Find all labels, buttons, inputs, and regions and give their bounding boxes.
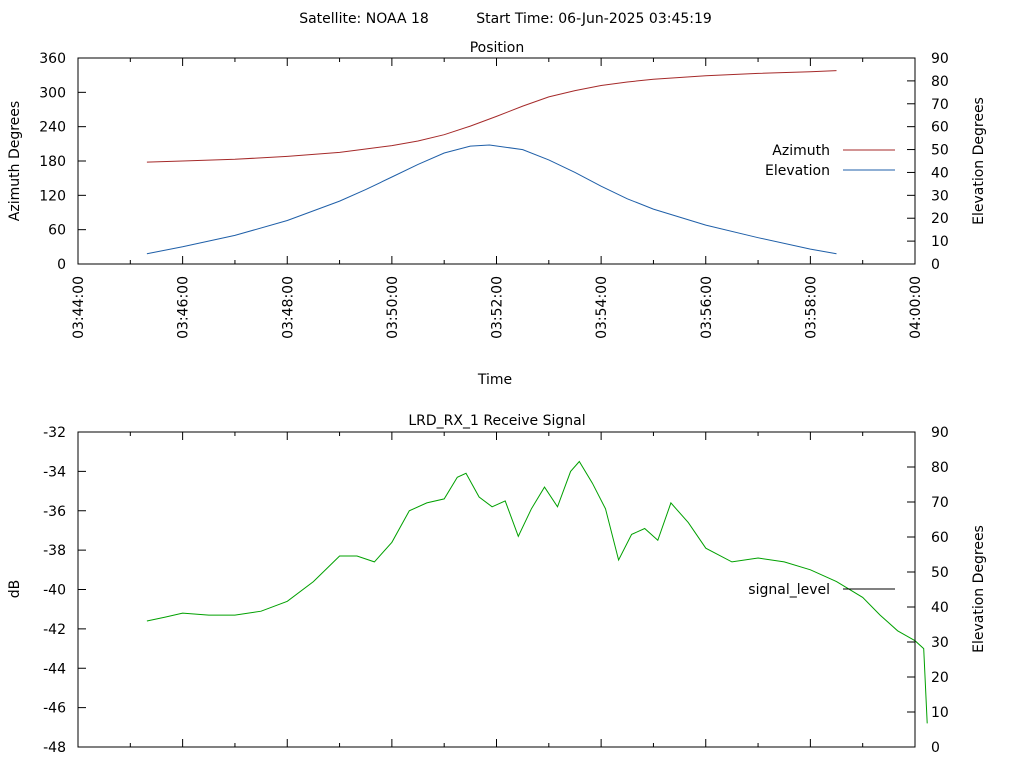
y-tick-label: 180 [39,154,66,170]
position-chart-title: Position [470,40,525,56]
y2-tick-label: 30 [931,635,949,651]
receive-signal-chart: LRD_RX_1 Receive Signal -32-34-36-38-40-… [7,413,987,756]
y-tick-label: 120 [39,188,66,204]
y2-tick-label: 0 [931,740,940,756]
receive-signal-chart-series [146,460,928,724]
y-tick-label: -48 [43,740,66,756]
y2-tick-label: 90 [931,425,949,441]
y2-tick-label: 20 [931,670,949,686]
position-chart-frame [77,57,916,265]
y2-tick-label: 60 [931,530,949,546]
y2-tick-label: 10 [931,705,949,721]
y2-tick-label: 90 [931,51,949,67]
y-tick-label: 360 [39,51,66,67]
x-tick-label: 03:44:00 [71,276,87,339]
receive-signal-chart-ticks: -32 -34 -36 -38 -40 -42 -44 -46 -48 0 10 20 30 40 50 60… [43,425,949,756]
azimuth-line [146,70,837,163]
legend-elevation-label: Elevation [765,163,830,179]
y2-tick-label: 40 [931,165,949,181]
y-tick-label: -46 [43,701,66,717]
legend-azimuth-label: Azimuth [772,143,830,159]
y-tick-label: -36 [43,504,66,520]
y2-tick-label: 50 [931,143,949,159]
x-tick-label: 03:54:00 [594,276,610,339]
x-tick-label: 03:56:00 [699,276,715,339]
y2-tick-label: 20 [931,211,949,227]
receive-signal-chart-frame [77,431,916,748]
y2-tick-label: 10 [931,234,949,250]
y-tick-label: -34 [43,464,66,480]
bottom-elevation-axis-label: Elevation Degrees [971,525,987,653]
y2-tick-label: 80 [931,460,949,476]
elevation-line [146,144,837,255]
y2-tick-label: 70 [931,495,949,511]
position-chart-ticks: 0 60 120 180 240 300 360 0 10 20 30 40 50 60 70 80 90 03:… [39,51,949,339]
y2-tick-label: 40 [931,600,949,616]
y-tick-label: -38 [43,543,66,559]
position-chart-series [146,70,837,255]
y2-tick-label: 70 [931,97,949,113]
y2-tick-label: 30 [931,188,949,204]
start-time-label: Start Time: 06-Jun-2025 03:45:19 [476,11,712,27]
x-tick-label: 03:46:00 [176,276,192,339]
satellite-label: Satellite: NOAA 18 [299,11,429,27]
x-tick-label: 03:50:00 [385,276,401,339]
signal-level-line [146,460,928,724]
top-elevation-axis-label: Elevation Degrees [971,97,987,225]
legend-signal-level-label: signal_level [748,582,830,598]
y-tick-label: -32 [43,425,66,441]
y2-tick-label: 50 [931,565,949,581]
receive-signal-chart-title: LRD_RX_1 Receive Signal [408,413,585,429]
x-tick-label: 03:52:00 [490,276,506,339]
position-chart-legend: Azimuth Elevation [765,143,895,179]
y-tick-label: 0 [57,257,66,273]
x-tick-label: 03:48:00 [280,276,296,339]
y-tick-label: 60 [48,223,66,239]
time-axis-label: Time [477,372,512,388]
x-tick-label: 03:58:00 [803,276,819,339]
y-tick-label: -42 [43,622,66,638]
receive-signal-chart-legend: signal_level [748,582,895,598]
x-tick-label: 04:00:00 [908,276,924,339]
y2-tick-label: 0 [931,257,940,273]
position-chart: Position 0 60 120 180 240 300 360 0 10 20 30 40 50 60… [7,40,987,388]
y2-tick-label: 60 [931,120,949,136]
y-tick-label: -44 [43,661,66,677]
y2-tick-label: 80 [931,74,949,90]
y-tick-label: -40 [43,583,66,599]
y-tick-label: 300 [39,85,66,101]
azimuth-axis-label: Azimuth Degrees [7,101,23,221]
y-tick-label: 240 [39,120,66,136]
db-axis-label: dB [7,580,23,599]
